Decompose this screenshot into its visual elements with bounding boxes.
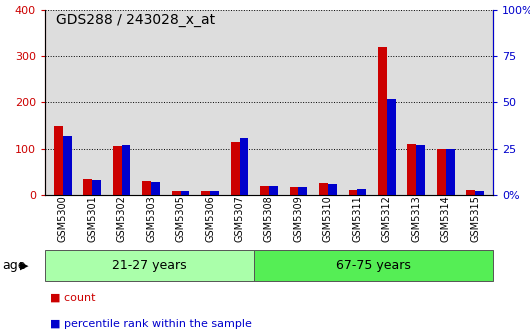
Bar [240, 138, 249, 195]
Text: GSM5308: GSM5308 [264, 195, 274, 242]
Bar [92, 180, 101, 195]
Text: ■ count: ■ count [50, 292, 96, 302]
Text: GSM5307: GSM5307 [234, 195, 244, 242]
Bar [151, 182, 160, 195]
Text: GSM5305: GSM5305 [175, 195, 186, 242]
Text: GSM5309: GSM5309 [294, 195, 304, 242]
Bar [446, 149, 455, 195]
Text: GSM5301: GSM5301 [87, 195, 97, 242]
Text: GSM5314: GSM5314 [441, 195, 450, 242]
Text: GSM5315: GSM5315 [470, 195, 480, 242]
Bar [298, 187, 307, 195]
Text: ■ percentile rank within the sample: ■ percentile rank within the sample [50, 319, 252, 329]
Text: GDS288 / 243028_x_at: GDS288 / 243028_x_at [56, 13, 215, 28]
Bar [357, 190, 366, 195]
Text: GSM5300: GSM5300 [58, 195, 68, 242]
Bar [319, 183, 328, 195]
Bar [475, 191, 484, 195]
Bar [269, 185, 278, 195]
Bar [122, 145, 130, 195]
Bar [289, 186, 298, 195]
Bar [466, 190, 475, 195]
Text: GSM5312: GSM5312 [382, 195, 392, 242]
Text: GSM5313: GSM5313 [411, 195, 421, 242]
Bar [181, 191, 189, 195]
Bar [83, 179, 92, 195]
Bar [210, 191, 219, 195]
Text: 67-75 years: 67-75 years [336, 259, 411, 272]
Text: GSM5302: GSM5302 [117, 195, 127, 242]
Bar [231, 142, 240, 195]
Bar [113, 146, 122, 195]
Text: GSM5306: GSM5306 [205, 195, 215, 242]
Bar [416, 145, 425, 195]
Bar [142, 181, 151, 195]
Bar [45, 250, 254, 281]
Bar [54, 126, 63, 195]
Bar [172, 191, 181, 195]
Bar [387, 99, 396, 195]
Bar [260, 185, 269, 195]
Text: GSM5311: GSM5311 [352, 195, 363, 242]
Bar [254, 250, 493, 281]
Bar [437, 149, 446, 195]
Text: 21-27 years: 21-27 years [112, 259, 187, 272]
Text: age: age [3, 259, 26, 272]
Text: GSM5303: GSM5303 [146, 195, 156, 242]
Bar [201, 191, 210, 195]
Bar [349, 190, 357, 195]
Text: GSM5310: GSM5310 [323, 195, 333, 242]
Bar [378, 47, 387, 195]
Bar [63, 136, 72, 195]
Text: ▶: ▶ [20, 260, 29, 270]
Bar [408, 144, 416, 195]
Bar [328, 184, 337, 195]
